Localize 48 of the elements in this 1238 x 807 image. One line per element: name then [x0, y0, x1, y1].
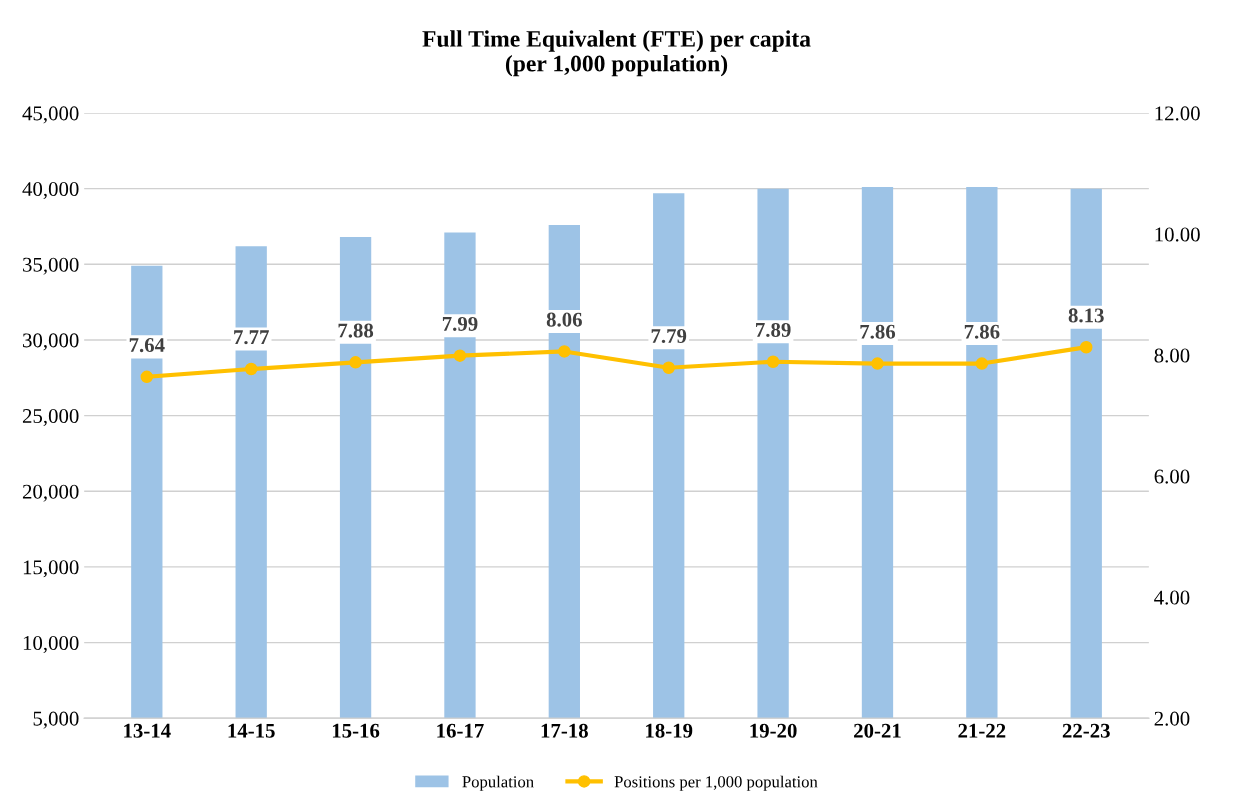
y-tick-label: 5,000: [33, 711, 79, 729]
x-tick-label: 22-23: [1062, 723, 1110, 738]
data-label: 7.99: [442, 316, 478, 331]
y-tick-label: 25,000: [22, 408, 79, 427]
x-tick-label: 18-19: [646, 723, 693, 738]
point: [558, 345, 571, 358]
x-tick-label: 13-14: [124, 723, 171, 738]
y-tick-label: 30,000: [23, 333, 79, 351]
x-tick-label: 17-18: [541, 723, 588, 738]
data-label: 8.06: [546, 312, 582, 327]
y2-tick-label: 10.00: [1155, 227, 1200, 242]
data-label: 7.64: [129, 338, 165, 353]
y2-tick-label: 8.00: [1154, 348, 1190, 363]
x-tick-label: 21-22: [958, 723, 1006, 738]
point: [662, 361, 675, 375]
point: [1079, 340, 1093, 354]
x-tick-label: 20-21: [854, 723, 901, 738]
y-tick-label: 20,000: [22, 484, 79, 502]
x-tick-label: 19-20: [750, 723, 797, 738]
data-label: 7.88: [338, 323, 374, 338]
point: [871, 357, 884, 370]
data-label: 7.89: [756, 322, 791, 338]
data-label: 7.77: [234, 330, 269, 345]
data-label: 7.86: [860, 324, 896, 339]
y-tick-label: 35,000: [23, 257, 79, 275]
y2-tick-label: 6.00: [1154, 469, 1190, 484]
data-label: 7.86: [964, 324, 1000, 339]
point: [453, 349, 467, 362]
legend-label: Population: [462, 775, 534, 791]
x-tick-label: 14-15: [228, 723, 275, 738]
data-label: 7.79: [651, 328, 687, 344]
point: [140, 370, 154, 384]
y-tick-label: 15,000: [23, 560, 79, 578]
point: [766, 355, 780, 368]
y-tick-label: 40,000: [22, 182, 79, 200]
y2-tick-label: 2.00: [1154, 711, 1190, 726]
point: [349, 356, 362, 369]
data-label: 8.13: [1068, 308, 1104, 323]
y2-tick-label: 12.00: [1155, 106, 1200, 121]
x-tick-label: 16-17: [437, 723, 484, 738]
y2-tick-label: 4.00: [1154, 590, 1190, 605]
legend-label: Positions per 1,000 population: [614, 775, 818, 791]
y-tick-label: 45,000: [22, 106, 79, 124]
point: [975, 357, 989, 370]
x-tick-label: 15-16: [332, 723, 380, 738]
point: [244, 362, 258, 376]
y-tick-label: 10,000: [23, 635, 79, 654]
chart-title: Full Time Equivalent (FTE) per capita (per 1,000 population): [422, 30, 811, 77]
